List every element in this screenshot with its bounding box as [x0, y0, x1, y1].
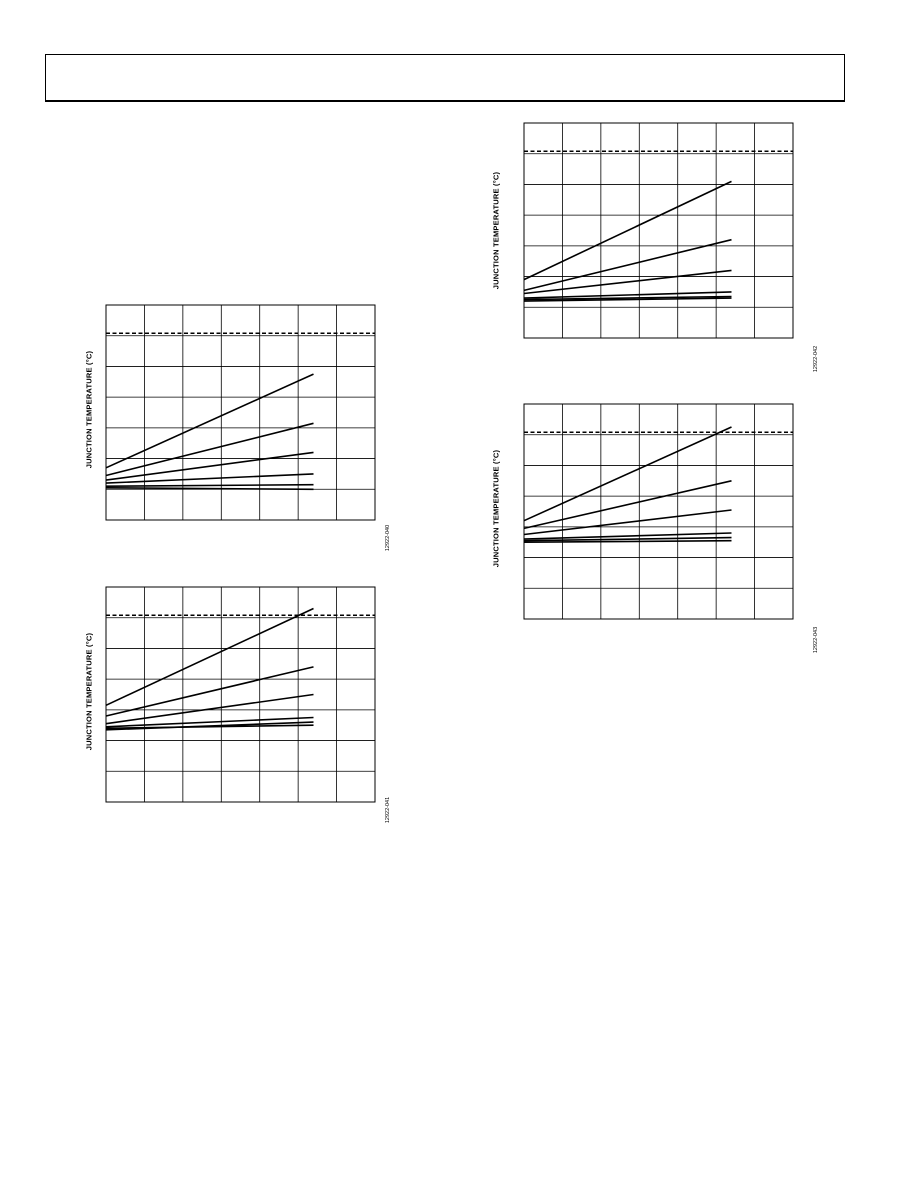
- series-line-4: [523, 532, 732, 540]
- plot-frame: [523, 403, 794, 620]
- series-line-6: [523, 297, 732, 302]
- chart-2: JUNCTION TEMPERATURE (°C) 12922-041: [70, 582, 391, 842]
- series-line-6: [105, 721, 314, 731]
- chart-1: JUNCTION TEMPERATURE (°C) 12922-040: [70, 300, 391, 560]
- series-line-5: [523, 295, 732, 301]
- series-line-3: [523, 269, 732, 295]
- series-line-2: [105, 422, 314, 477]
- figure-id: 12922-042: [813, 345, 819, 373]
- plot-frame: [105, 304, 376, 521]
- plot-frame: [523, 122, 794, 339]
- figure-id: 12922-040: [385, 524, 391, 552]
- series-line-6: [105, 487, 314, 491]
- plot-area: [105, 304, 376, 521]
- series-line-1: [523, 180, 732, 281]
- plot-area: [105, 586, 376, 803]
- series-line-1: [523, 426, 732, 522]
- series-line-4: [105, 716, 314, 728]
- series-line-4: [105, 473, 314, 484]
- series-line-5: [105, 483, 314, 487]
- figure-id: 12922-041: [385, 796, 391, 824]
- series-line-5: [523, 536, 732, 542]
- series-line-2: [523, 238, 732, 292]
- series-line-6: [523, 539, 732, 543]
- series-line-1: [105, 607, 314, 707]
- series-line-2: [105, 666, 314, 717]
- plot-area: [523, 122, 794, 339]
- series-line-3: [105, 451, 314, 481]
- series-line-1: [105, 373, 314, 469]
- series-line-3: [523, 509, 732, 536]
- figure-id: 12922-043: [813, 626, 819, 654]
- series-line-3: [105, 693, 314, 725]
- series-line-4: [523, 291, 732, 299]
- plot-frame: [105, 586, 376, 803]
- chart-3: JUNCTION TEMPERATURE (°C) 12922-042: [488, 118, 828, 378]
- plot-area: [523, 403, 794, 620]
- page-header-box: [45, 54, 845, 102]
- series-line-2: [523, 480, 732, 530]
- chart-4: JUNCTION TEMPERATURE (°C) 12922-043: [488, 399, 828, 659]
